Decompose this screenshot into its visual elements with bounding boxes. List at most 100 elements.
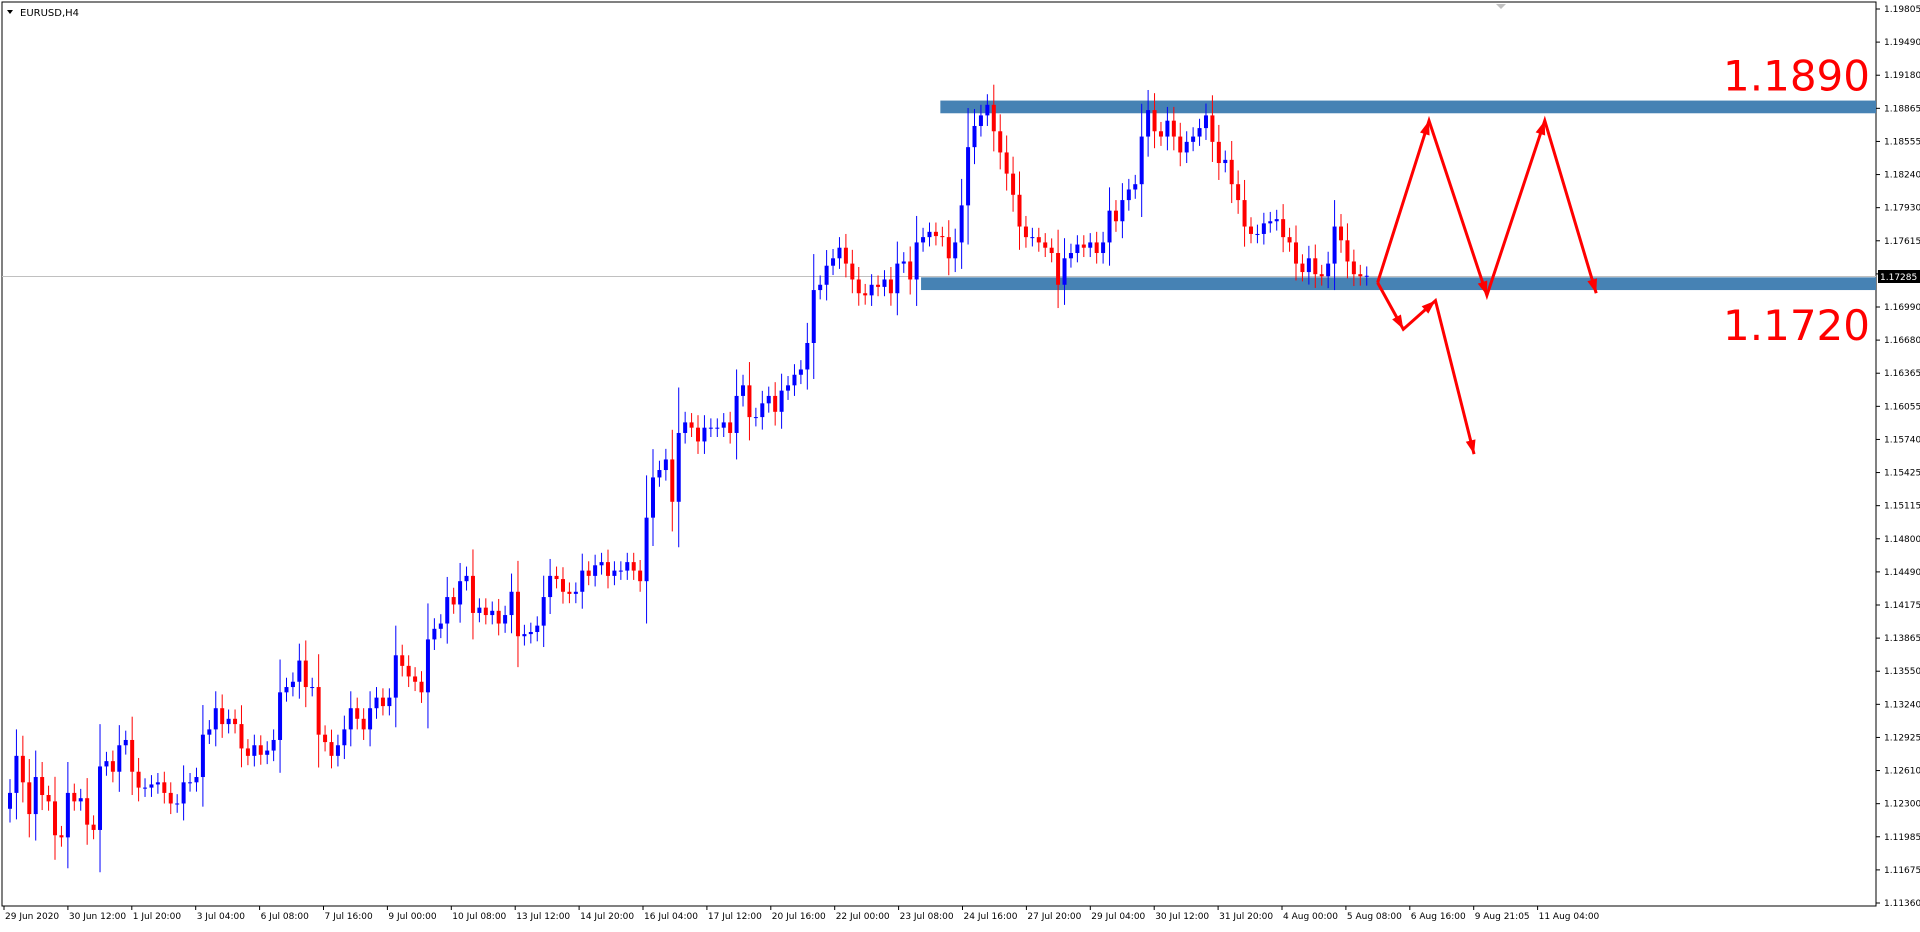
candle-body bbox=[895, 263, 900, 294]
candle bbox=[721, 413, 726, 437]
candle-body bbox=[515, 591, 520, 637]
candle-body bbox=[374, 697, 379, 709]
candle-body bbox=[593, 565, 598, 576]
candle bbox=[374, 687, 379, 719]
candle bbox=[741, 374, 746, 407]
candle bbox=[1345, 223, 1350, 279]
y-tick-label: 1.16990 bbox=[1884, 303, 1920, 313]
candle-body bbox=[779, 390, 784, 412]
candle-body bbox=[110, 761, 115, 772]
candle bbox=[773, 382, 778, 426]
candle bbox=[123, 730, 128, 755]
candle-body bbox=[959, 205, 964, 243]
candle bbox=[355, 697, 360, 730]
candle bbox=[220, 694, 225, 738]
resistance-zone[interactable] bbox=[940, 100, 1876, 114]
x-tick-label: 10 Jul 08:00 bbox=[452, 912, 506, 922]
candle-body bbox=[1197, 128, 1202, 137]
x-tick-label: 11 Aug 04:00 bbox=[1539, 912, 1600, 922]
candle bbox=[213, 691, 218, 747]
candle bbox=[194, 767, 199, 792]
y-tick-label: 1.12300 bbox=[1884, 800, 1920, 810]
candle-body bbox=[1004, 152, 1009, 174]
candle bbox=[104, 751, 109, 776]
candle bbox=[959, 178, 964, 269]
candle-body bbox=[927, 231, 932, 238]
candle bbox=[432, 618, 437, 650]
candle bbox=[278, 659, 283, 773]
candle bbox=[451, 587, 456, 614]
candle bbox=[40, 761, 45, 811]
support-zone[interactable] bbox=[921, 277, 1876, 291]
candle-body bbox=[123, 739, 128, 746]
candle bbox=[933, 222, 938, 246]
candle bbox=[1068, 243, 1073, 268]
candle bbox=[869, 274, 874, 306]
candle-body bbox=[470, 575, 475, 613]
candle-body bbox=[1229, 159, 1234, 185]
candle-body bbox=[663, 459, 668, 471]
candle-body bbox=[831, 258, 836, 266]
candle-body bbox=[98, 766, 103, 830]
candle bbox=[888, 266, 893, 306]
candle bbox=[1339, 214, 1344, 253]
candle bbox=[535, 616, 540, 642]
candle bbox=[1203, 103, 1208, 140]
candle-body bbox=[1178, 136, 1183, 153]
candle bbox=[1294, 225, 1298, 281]
arrowhead-icon bbox=[1421, 300, 1436, 314]
candle-body bbox=[914, 242, 919, 280]
candle-body bbox=[303, 660, 308, 688]
candle bbox=[175, 794, 180, 813]
candle-body bbox=[908, 261, 913, 280]
candle bbox=[599, 552, 604, 575]
candle bbox=[548, 558, 553, 614]
candle bbox=[1023, 215, 1028, 248]
candle-body bbox=[535, 625, 540, 632]
x-tick-label: 6 Jul 08:00 bbox=[261, 912, 310, 922]
candle-body bbox=[368, 708, 373, 730]
y-tick-label: 1.13865 bbox=[1884, 634, 1920, 644]
candle-body bbox=[696, 427, 701, 442]
candle-body bbox=[509, 591, 514, 616]
candle bbox=[605, 549, 610, 589]
candle-body bbox=[1216, 141, 1221, 164]
candle-body bbox=[239, 724, 244, 749]
candle-body bbox=[972, 125, 977, 148]
x-tick-label: 22 Jul 00:00 bbox=[836, 912, 890, 922]
candle bbox=[8, 779, 12, 823]
candle-body bbox=[323, 734, 328, 743]
candle-body bbox=[625, 562, 630, 571]
candle-body bbox=[464, 575, 469, 582]
candle bbox=[1281, 204, 1286, 253]
candle-body bbox=[708, 427, 713, 429]
candle bbox=[329, 729, 334, 769]
candle bbox=[747, 362, 752, 441]
x-tick-label: 20 Jul 16:00 bbox=[772, 912, 826, 922]
candle bbox=[657, 460, 662, 487]
candle bbox=[1113, 200, 1118, 232]
candle-body bbox=[599, 562, 604, 566]
candle-body bbox=[200, 734, 205, 778]
candle-body bbox=[1236, 184, 1241, 201]
candle bbox=[33, 750, 38, 841]
candle bbox=[818, 275, 823, 300]
candle bbox=[779, 373, 784, 429]
candle-body bbox=[72, 792, 77, 802]
x-tick-label: 17 Jul 12:00 bbox=[708, 912, 762, 922]
dropdown-triangle-icon[interactable] bbox=[7, 10, 13, 14]
candle-body bbox=[1017, 194, 1022, 227]
candle-body bbox=[1287, 237, 1292, 243]
candle-body bbox=[1146, 110, 1151, 137]
candle bbox=[136, 757, 141, 802]
y-tick-label: 1.15740 bbox=[1884, 435, 1920, 445]
shift-marker-icon[interactable] bbox=[1496, 4, 1506, 9]
candle bbox=[1287, 227, 1292, 252]
candle-body bbox=[1081, 244, 1086, 248]
candle-body bbox=[1319, 274, 1324, 277]
candle-body bbox=[503, 615, 508, 624]
candle-body bbox=[1165, 120, 1170, 137]
candle bbox=[310, 677, 315, 697]
candle-body bbox=[837, 247, 842, 259]
